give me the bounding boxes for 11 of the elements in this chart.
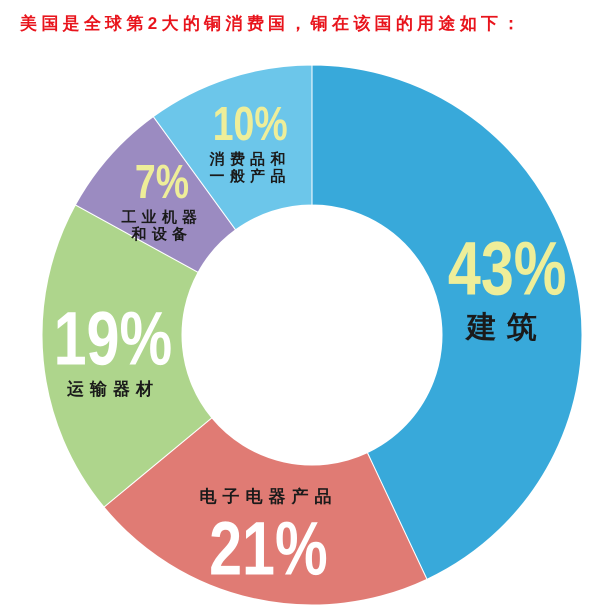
data-label: 10% xyxy=(212,97,288,151)
data-label: 19% xyxy=(54,296,172,382)
chart-title: 美国是全球第2大的铜消费国，铜在该国的用途如下： xyxy=(20,13,524,35)
slice-label: 运输器材 xyxy=(66,379,159,398)
slice-label: 电子电器产品 xyxy=(200,487,338,506)
slice-label: 工业机器和设备 xyxy=(120,208,202,244)
slice-label: 建筑 xyxy=(464,310,548,344)
slice-label: 消费品和一般产品 xyxy=(208,150,291,186)
data-label: 43% xyxy=(448,226,566,312)
data-label: 21% xyxy=(209,506,328,592)
data-label: 7% xyxy=(134,155,190,209)
